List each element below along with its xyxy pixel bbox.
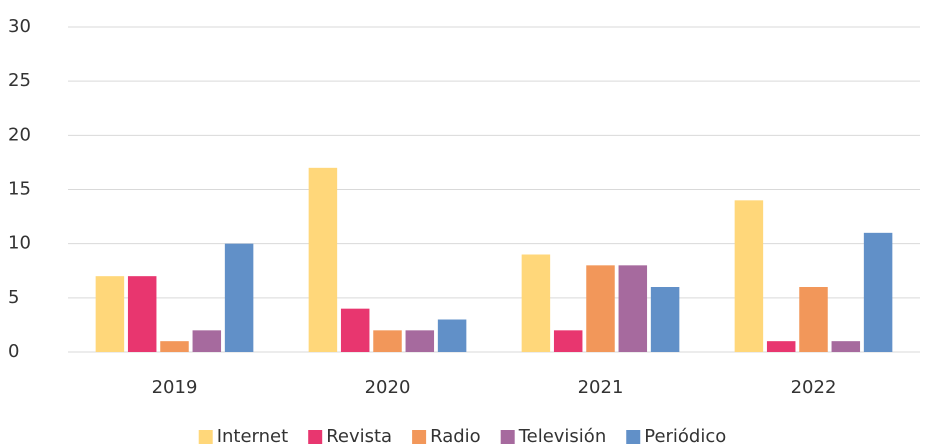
bar [308, 167, 338, 352]
bar [863, 232, 893, 352]
bar [831, 341, 861, 352]
bar [799, 287, 828, 352]
x-tick-label: 2020 [365, 377, 411, 398]
legend-swatch [626, 430, 641, 444]
bar [160, 341, 189, 352]
bar [373, 330, 402, 352]
bar [618, 265, 648, 352]
bar [650, 287, 680, 352]
bar [405, 330, 435, 352]
y-tick-label: 30 [8, 16, 31, 37]
legend-swatch [198, 430, 213, 444]
y-tick-label: 10 [8, 233, 31, 254]
bar [340, 308, 370, 352]
bar [766, 341, 796, 352]
x-tick-label: 2021 [578, 377, 624, 398]
x-tick-label: 2019 [152, 377, 198, 398]
bar [224, 243, 254, 352]
bar [734, 200, 764, 352]
y-tick-label: 15 [8, 179, 31, 200]
legend-swatch [412, 430, 427, 444]
legend-label: Periódico [644, 426, 726, 447]
legend-swatch [308, 430, 323, 444]
bar [553, 330, 583, 352]
bar [127, 276, 157, 352]
y-tick-label: 20 [8, 124, 31, 145]
legend-label: Revista [326, 426, 392, 447]
legend-label: Radio [430, 426, 481, 447]
bar [521, 254, 551, 352]
bar [192, 330, 222, 352]
bar [95, 276, 125, 352]
legend-label: Internet [217, 426, 288, 447]
x-tick-label: 2022 [791, 377, 837, 398]
bar [437, 319, 467, 352]
y-tick-label: 0 [8, 341, 19, 362]
y-tick-label: 5 [8, 287, 19, 308]
legend-swatch [500, 430, 515, 444]
legend-label: Televisión [518, 426, 607, 447]
y-tick-label: 25 [8, 70, 31, 91]
bar [586, 265, 615, 352]
